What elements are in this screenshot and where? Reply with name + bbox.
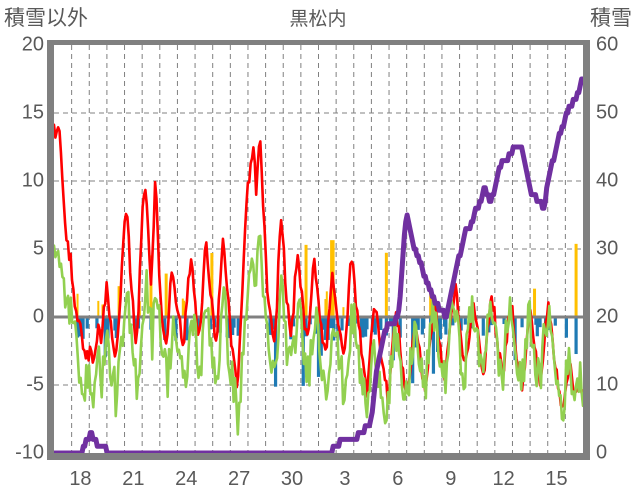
negative-bar: [347, 317, 351, 326]
precipitation-bar: [304, 244, 308, 317]
plot-canvas: [54, 45, 583, 453]
gridlines: [54, 45, 583, 453]
y-tick-right-30: 30: [596, 237, 619, 260]
precipitation-bar: [97, 300, 100, 317]
y-tick-left-15: 15: [21, 101, 44, 124]
series-line-secondary-temperature: [54, 234, 583, 436]
negative-bar: [185, 317, 189, 341]
x-tick-6: 6: [392, 468, 404, 490]
negative-bar: [379, 317, 383, 331]
negative-bar: [365, 317, 369, 330]
precipitation-bar: [149, 255, 153, 317]
x-tick-15: 15: [545, 468, 568, 490]
negative-bar: [574, 317, 578, 355]
precipitation-bar: [325, 291, 328, 317]
negative-bar: [273, 317, 278, 387]
negative-bar: [373, 317, 377, 335]
series-line-snow-depth: [54, 76, 583, 453]
x-axis-labels: 18 21 24 27 30 3 6 9 12 15: [0, 464, 636, 500]
x-tick-27: 27: [228, 468, 251, 490]
negative-bar: [268, 317, 272, 335]
negative-bar: [236, 317, 240, 336]
precipitation-bar: [574, 243, 578, 317]
negative-bar: [232, 317, 236, 328]
y-tick-right-0: 0: [596, 441, 608, 464]
precipitation-bar: [533, 288, 537, 317]
y-tick-left--10: -10: [15, 441, 44, 464]
negative-bar: [463, 317, 467, 325]
x-tick-30: 30: [280, 468, 304, 490]
y-tick-right-10: 10: [596, 373, 619, 396]
y-tick-left-5: 5: [32, 237, 44, 260]
precipitation-bar: [76, 293, 79, 317]
negative-bar: [564, 317, 568, 338]
negative-bar: [438, 317, 442, 340]
negative-bar: [340, 317, 344, 331]
negative-bar: [85, 317, 89, 329]
x-tick-9: 9: [445, 468, 457, 490]
negative-bar: [291, 317, 296, 327]
negative-bar: [174, 317, 178, 341]
x-tick-24: 24: [175, 468, 198, 490]
y-tick-right-50: 50: [596, 101, 619, 124]
series-line-temperature: [54, 123, 583, 408]
negative-bar: [451, 317, 455, 326]
negative-bar: [114, 317, 118, 339]
negative-bar: [422, 317, 426, 329]
x-tick-3: 3: [339, 468, 351, 490]
negative-bar: [106, 317, 110, 339]
negative-bar: [553, 317, 557, 326]
chart-title: 黒松内: [289, 9, 347, 30]
negative-bar: [95, 317, 99, 329]
negative-bar: [196, 317, 200, 330]
plot-area: [54, 45, 583, 453]
negative-bar: [208, 317, 213, 330]
negative-bar: [304, 317, 308, 337]
negative-bar: [444, 317, 448, 335]
negative-bar: [520, 317, 524, 328]
negative-bar: [329, 317, 333, 329]
negative-bar: [538, 317, 542, 328]
negative-bar: [416, 317, 420, 330]
x-tick-12: 12: [492, 468, 515, 490]
precipitation-bar: [384, 252, 388, 317]
precipitation-bar: [210, 252, 214, 317]
negative-bar: [502, 317, 506, 325]
negative-bar: [81, 317, 85, 339]
precipitation-bar: [164, 273, 168, 317]
negative-bar: [431, 317, 436, 374]
y-tick-right-60: 60: [596, 33, 619, 56]
precipitation-bar: [342, 307, 345, 317]
precipitation-bar: [181, 298, 184, 317]
y-tick-right-40: 40: [596, 169, 619, 192]
negative-bar: [481, 317, 485, 336]
negative-bar: [398, 317, 402, 338]
y-tick-left-10: 10: [21, 169, 44, 192]
precipitation-bar: [183, 300, 186, 317]
negative-bar: [535, 317, 539, 337]
left-axis-caption: 積雪以外: [4, 7, 88, 30]
y-tick-left-0: 0: [32, 305, 44, 328]
precipitation-bar: [324, 299, 327, 317]
negative-bar: [323, 317, 328, 340]
x-tick-21: 21: [122, 468, 145, 490]
y-tick-left--5: -5: [26, 373, 44, 396]
negative-bar: [459, 317, 463, 331]
precipitation-bar: [429, 288, 433, 317]
negative-bar: [75, 317, 80, 338]
x-tick-18: 18: [69, 468, 92, 490]
right-axis-caption: 積雪: [590, 7, 632, 30]
y-tick-right-20: 20: [596, 305, 619, 328]
negative-bar: [163, 317, 167, 340]
y-tick-left-20: 20: [21, 33, 44, 56]
